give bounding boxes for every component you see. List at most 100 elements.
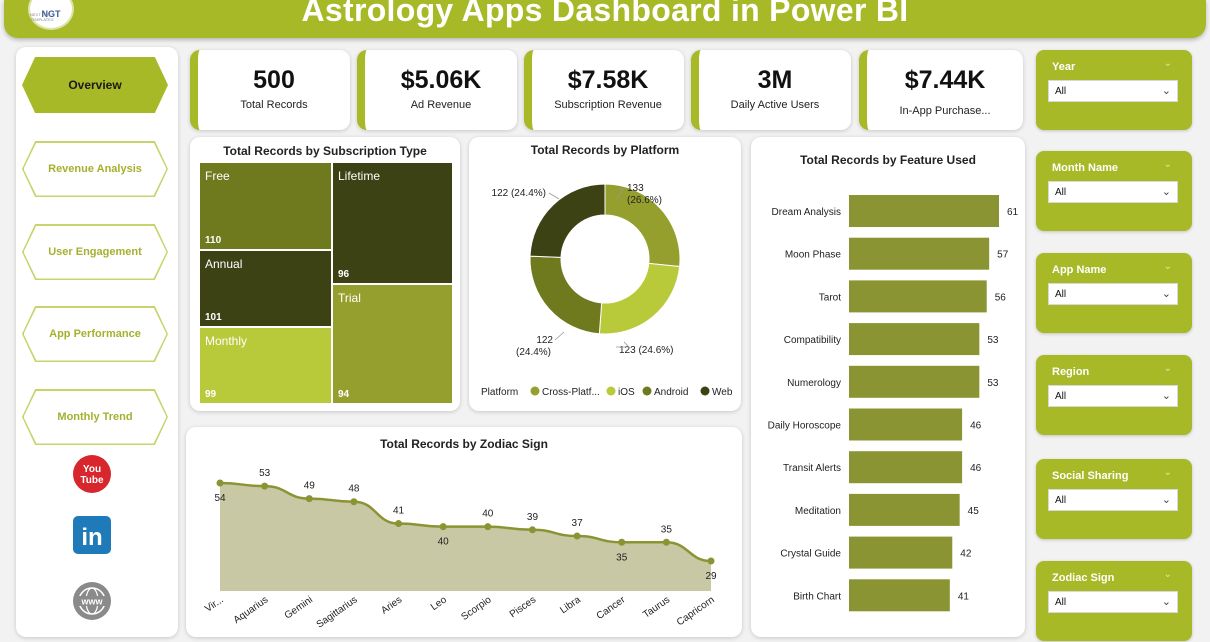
area-point xyxy=(528,526,536,534)
data-label: 40 xyxy=(438,537,450,548)
donut-label: 133 xyxy=(627,183,644,194)
area-point xyxy=(350,498,358,506)
nav-label: App Performance xyxy=(49,328,141,340)
leader-line xyxy=(548,192,560,200)
slicer-dropdown[interactable]: All ⌄ xyxy=(1048,283,1178,305)
nav-revenue-analysis-button[interactable]: Revenue Analysis xyxy=(22,141,168,197)
area-point xyxy=(261,482,269,490)
x-tick-label: Leo xyxy=(429,594,449,613)
bar-category-label: Birth Chart xyxy=(793,591,841,602)
slicer-value: All xyxy=(1055,597,1067,608)
bar-category-label: Moon Phase xyxy=(785,250,842,261)
area-chart: 54 Vir... 53 Aquarius 49 Gemini 48 Sagittarius 4… xyxy=(203,468,717,630)
slicer-dropdown[interactable]: All ⌄ xyxy=(1048,385,1178,407)
slicer-app-name[interactable]: App Name ⌄ All ⌄ xyxy=(1036,253,1192,333)
donut-label-pct: (26.6%) xyxy=(627,195,662,206)
bar-value-label: 46 xyxy=(970,463,982,474)
web-icon[interactable]: www xyxy=(72,581,112,621)
chevron-down-icon[interactable]: ⌄ xyxy=(1161,85,1171,97)
bar xyxy=(849,237,990,270)
chevron-down-icon[interactable]: ⌄ xyxy=(1161,390,1171,402)
slicer-year[interactable]: Year ⌄ All ⌄ xyxy=(1036,50,1192,130)
chevron-down-icon[interactable]: ⌄ xyxy=(1161,494,1171,506)
slicer-dropdown[interactable]: All ⌄ xyxy=(1048,181,1178,203)
treemap-tile-free xyxy=(200,163,331,249)
bar xyxy=(849,536,953,569)
slicer-social-sharing[interactable]: Social Sharing ⌄ All ⌄ xyxy=(1036,459,1192,539)
kpi-in-app-purchase: $7.44K In-App Purchase... xyxy=(859,50,1023,130)
treemap-tile-lifetime xyxy=(333,163,452,283)
kpi-label: Ad Revenue xyxy=(410,99,472,111)
donut-label-pct: (24.4%) xyxy=(516,347,551,358)
legend-title: Platform xyxy=(481,387,518,398)
bar-category-label: Daily Horoscope xyxy=(768,421,842,432)
nav-user-engagement-button[interactable]: User Engagement xyxy=(22,224,168,280)
x-tick-label: Vir... xyxy=(203,594,226,614)
navigation-panel: Overview Revenue Analysis User Engagemen… xyxy=(16,47,178,637)
slicer-dropdown[interactable]: All ⌄ xyxy=(1048,489,1178,511)
slicer-month-name[interactable]: Month Name ⌄ All ⌄ xyxy=(1036,151,1192,231)
chart-title: Total Records by Subscription Type xyxy=(223,144,427,158)
chevron-down-icon[interactable]: ⌄ xyxy=(1163,58,1172,69)
x-tick-label: Capricorn xyxy=(675,594,717,628)
bar xyxy=(849,365,980,398)
slicer-label: App Name xyxy=(1052,264,1107,276)
chevron-down-icon[interactable]: ⌄ xyxy=(1163,261,1172,272)
kpi-value: $7.58K xyxy=(567,66,649,94)
bar-category-label: Compatibility xyxy=(784,335,841,346)
slicer-zodiac-sign[interactable]: Zodiac Sign ⌄ All ⌄ xyxy=(1036,561,1192,641)
donut-label: 122 xyxy=(536,335,553,346)
chart-title: Total Records by Zodiac Sign xyxy=(380,437,548,451)
area-fill xyxy=(220,483,711,591)
linkedin-icon[interactable]: in xyxy=(72,515,112,555)
bar-chart: Dream Analysis 61 Moon Phase 57 Tarot 56 Compa… xyxy=(768,195,1019,612)
nav-label: User Engagement xyxy=(48,246,142,258)
kpi-total-records: 500 Total Records xyxy=(190,50,350,130)
area-point xyxy=(439,523,447,531)
svg-text:www: www xyxy=(80,597,103,607)
bar-category-label: Transit Alerts xyxy=(783,463,841,474)
logo-text: NGT xyxy=(41,9,61,19)
chevron-down-icon[interactable]: ⌄ xyxy=(1163,363,1172,374)
x-tick-label: Taurus xyxy=(641,594,672,620)
slicer-dropdown[interactable]: All ⌄ xyxy=(1048,80,1178,102)
chevron-down-icon[interactable]: ⌄ xyxy=(1163,467,1172,478)
treemap-value: 94 xyxy=(338,389,350,400)
treemap-label: Monthly xyxy=(205,334,247,348)
leader-line xyxy=(616,188,624,200)
x-tick-label: Sagittarius xyxy=(315,594,360,630)
slicer-value: All xyxy=(1055,187,1067,198)
data-label: 39 xyxy=(527,512,539,523)
bar xyxy=(849,579,950,612)
treemap-tile-monthly xyxy=(200,328,331,403)
treemap-card: Total Records by Subscription Type Free 1… xyxy=(190,137,460,411)
nav-label: Revenue Analysis xyxy=(48,163,142,175)
slicer-label: Month Name xyxy=(1052,162,1118,174)
bar-value-label: 53 xyxy=(987,335,999,346)
treemap-label: Free xyxy=(205,169,230,183)
nav-overview-button[interactable]: Overview xyxy=(22,57,168,113)
nav-app-performance-button[interactable]: App Performance xyxy=(22,306,168,362)
bar-category-label: Crystal Guide xyxy=(780,549,841,560)
slicer-region[interactable]: Region ⌄ All ⌄ xyxy=(1036,355,1192,435)
treemap-tile-annual xyxy=(200,251,331,326)
page-title: Astrology Apps Dashboard in Power BI xyxy=(301,0,909,28)
bar xyxy=(849,195,999,227)
chevron-down-icon[interactable]: ⌄ xyxy=(1163,159,1172,170)
chevron-down-icon[interactable]: ⌄ xyxy=(1161,186,1171,198)
slicer-dropdown[interactable]: All ⌄ xyxy=(1048,591,1178,613)
x-tick-label: Aquarius xyxy=(232,594,271,626)
area-point xyxy=(484,523,492,531)
company-logo: NGT NEXT GEN TEMPLATES xyxy=(28,0,74,30)
chevron-down-icon[interactable]: ⌄ xyxy=(1161,596,1171,608)
bar xyxy=(849,493,960,526)
treemap-tile-trial xyxy=(333,285,452,403)
chevron-down-icon[interactable]: ⌄ xyxy=(1161,288,1171,300)
area-point xyxy=(216,479,224,487)
chevron-down-icon[interactable]: ⌄ xyxy=(1163,569,1172,580)
slicer-label: Region xyxy=(1052,366,1090,378)
youtube-icon[interactable]: You Tube xyxy=(72,454,112,494)
nav-monthly-trend-button[interactable]: Monthly Trend xyxy=(22,389,168,445)
bar xyxy=(849,451,963,484)
bar-value-label: 45 xyxy=(968,506,980,517)
